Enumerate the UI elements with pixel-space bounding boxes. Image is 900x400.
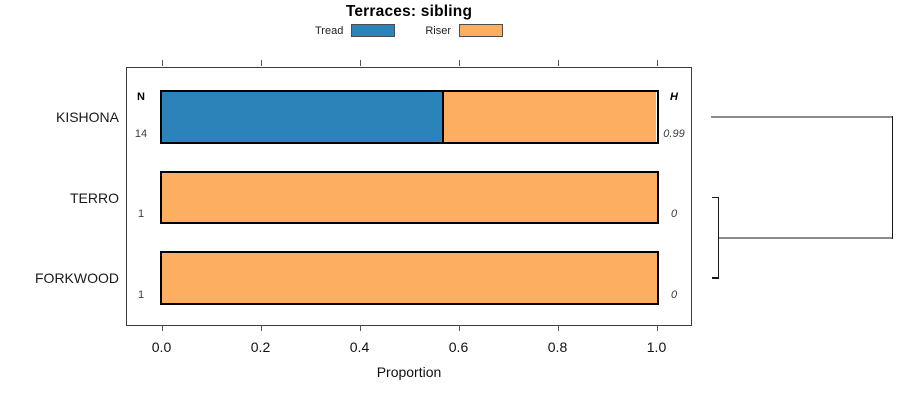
category-label-forkwood: FORKWOOD (35, 270, 119, 287)
x-axis-tick-top (260, 60, 262, 66)
legend-label-tread: Tread (315, 24, 344, 37)
h-column-header: H (670, 91, 678, 103)
bar-forkwood (159, 251, 659, 305)
x-axis-tick-label: 0.0 (151, 339, 172, 355)
dendro-bracket-tick-forkwood (711, 277, 719, 279)
bar-segment-riser (161, 172, 657, 223)
x-axis-tick-label: 0.8 (547, 339, 568, 355)
category-label-terro: TERRO (70, 189, 119, 206)
x-axis-tick-bottom (359, 325, 361, 331)
legend: Tread Riser (126, 24, 692, 37)
legend-label-riser: Riser (425, 24, 451, 37)
n-value: 14 (134, 127, 148, 140)
h-value: 0 (670, 288, 678, 301)
dendro-bracket-tick-terro (711, 196, 719, 199)
x-axis-tick-label: 0.2 (250, 339, 271, 355)
bar-terro (159, 170, 659, 225)
x-axis-tick-bottom (161, 325, 163, 331)
x-axis-tick-bottom (458, 325, 460, 331)
bar-segment-riser (444, 92, 657, 142)
x-axis-tick-top (656, 60, 658, 66)
n-value: 1 (137, 208, 145, 221)
x-axis-tick-bottom (260, 325, 262, 331)
x-axis-tick-label: 1.0 (646, 339, 667, 355)
category-label-kishona: KISHONA (55, 108, 119, 125)
bar-segment-tread (161, 92, 445, 142)
x-axis-tick-label: 0.4 (349, 339, 370, 355)
dendro-root-vertical (891, 116, 894, 239)
x-axis-tick-bottom (656, 325, 658, 331)
n-value: 1 (137, 288, 145, 301)
chart-title: Terraces: sibling (345, 3, 473, 20)
dendro-branch-cluster (717, 237, 892, 239)
legend-swatch-tread (351, 24, 396, 37)
x-axis-tick-bottom (557, 325, 559, 331)
h-value: 0.99 (663, 127, 685, 140)
bar-segment-riser (161, 253, 657, 303)
x-axis-tick-top (359, 60, 361, 66)
bar-kishona (159, 90, 659, 144)
legend-entry-riser: Riser (425, 24, 503, 37)
legend-swatch-riser (459, 24, 503, 37)
x-axis-tick-top (458, 60, 460, 66)
n-column-header: N (137, 91, 145, 103)
dendro-bracket-vertical (717, 196, 719, 279)
x-axis-title: Proportion (376, 364, 442, 380)
x-axis-tick-top (557, 60, 559, 66)
x-axis-tick-label: 0.6 (448, 339, 469, 355)
dendro-branch-kishona (711, 116, 894, 118)
legend-entry-tread: Tread (315, 24, 396, 37)
x-axis-tick-top (161, 60, 163, 66)
h-value: 0 (670, 208, 678, 221)
